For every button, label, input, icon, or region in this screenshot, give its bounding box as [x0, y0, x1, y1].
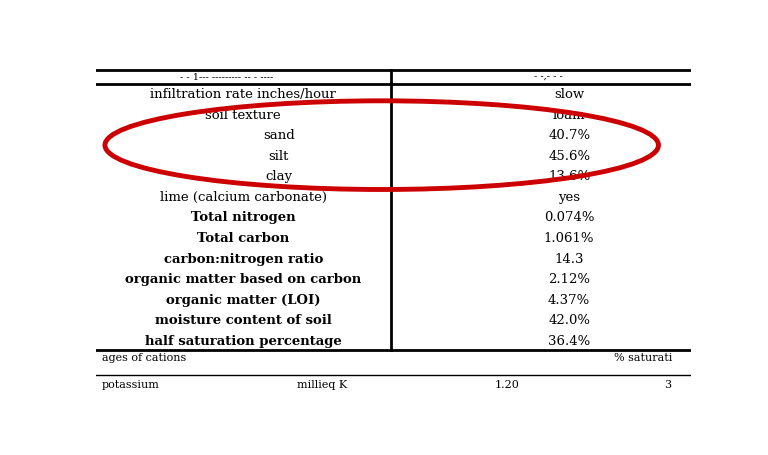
Text: silt: silt: [269, 150, 289, 162]
Text: millieq K: millieq K: [297, 379, 347, 389]
Text: carbon:nitrogen ratio: carbon:nitrogen ratio: [164, 252, 323, 265]
Text: half saturation percentage: half saturation percentage: [145, 334, 342, 347]
Text: potassium: potassium: [102, 379, 160, 389]
Text: % saturati: % saturati: [614, 353, 672, 363]
Text: 14.3: 14.3: [554, 252, 584, 265]
Text: ages of cations: ages of cations: [102, 353, 186, 363]
Text: Total nitrogen: Total nitrogen: [191, 211, 296, 224]
Text: 42.0%: 42.0%: [548, 313, 590, 326]
Text: organic matter (LOI): organic matter (LOI): [166, 293, 320, 306]
Text: moisture content of soil: moisture content of soil: [155, 313, 332, 326]
Text: soil texture: soil texture: [206, 109, 281, 121]
Text: 13.6%: 13.6%: [548, 170, 591, 183]
Text: 40.7%: 40.7%: [548, 129, 591, 142]
Text: loam: loam: [553, 109, 585, 121]
Text: 36.4%: 36.4%: [548, 334, 591, 347]
Text: 1.20: 1.20: [495, 379, 519, 389]
Text: - -,- - -: - -,- - -: [534, 73, 563, 82]
Text: 3: 3: [664, 379, 671, 389]
Text: infiltration rate inches/hour: infiltration rate inches/hour: [151, 88, 336, 101]
Text: 45.6%: 45.6%: [548, 150, 591, 162]
Text: 4.37%: 4.37%: [548, 293, 591, 306]
Text: 1.061%: 1.061%: [544, 232, 594, 244]
Text: - - 1--- --------- -- - ----: - - 1--- --------- -- - ----: [180, 73, 273, 82]
Text: sand: sand: [263, 129, 295, 142]
Text: Total carbon: Total carbon: [197, 232, 290, 244]
Text: organic matter based on carbon: organic matter based on carbon: [125, 273, 362, 285]
Text: clay: clay: [265, 170, 293, 183]
Text: 2.12%: 2.12%: [548, 273, 590, 285]
Text: lime (calcium carbonate): lime (calcium carbonate): [160, 191, 327, 203]
Text: yes: yes: [558, 191, 580, 203]
Text: slow: slow: [554, 88, 584, 101]
Text: 0.074%: 0.074%: [544, 211, 594, 224]
